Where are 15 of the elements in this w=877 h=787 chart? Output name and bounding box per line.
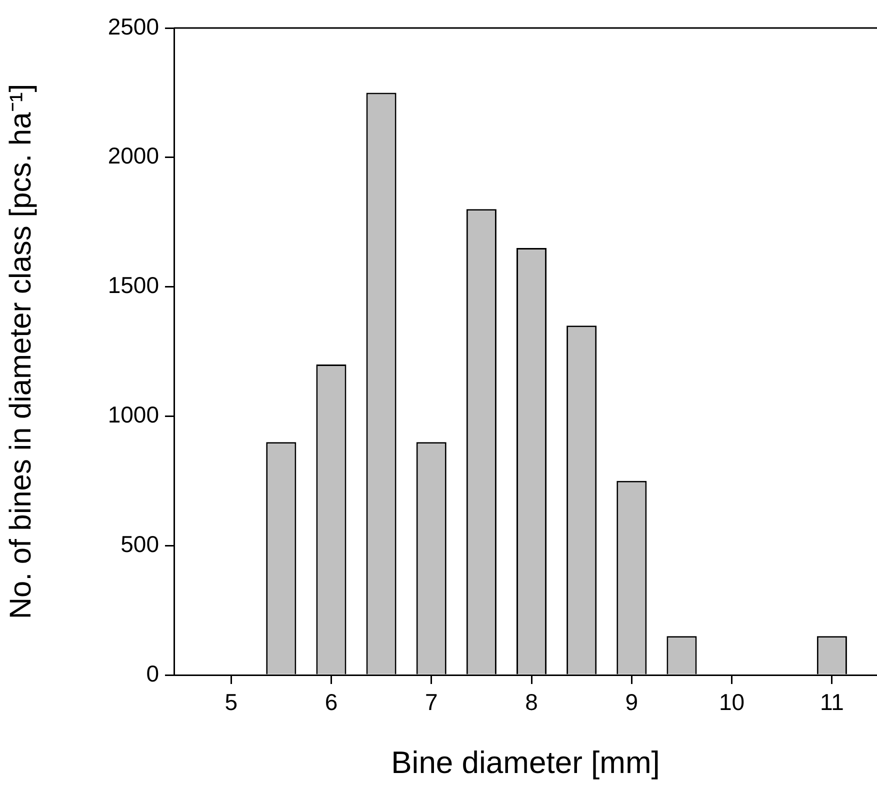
y-axis-title: No. of bines in diameter class [pcs. ha⁻¹] — [4, 84, 38, 620]
y-tick-label: 2500 — [108, 13, 159, 40]
x-tick-label: 8 — [525, 689, 538, 716]
x-tick-label: 7 — [424, 689, 438, 716]
y-tick-label: 500 — [120, 530, 159, 557]
x-tick-label: 6 — [324, 689, 338, 716]
y-tick-label: 0 — [146, 660, 159, 686]
x-tick-label: 9 — [625, 689, 638, 716]
y-tick-label: 1000 — [108, 402, 159, 428]
y-tick-label: 2000 — [108, 142, 159, 169]
x-axis-title: Bine diameter [mm] — [391, 744, 660, 780]
x-tick-label: 5 — [224, 689, 238, 716]
x-tick-label: 10 — [718, 689, 745, 716]
x-tick-label: 11 — [820, 689, 844, 716]
y-tick-label: 1500 — [108, 272, 159, 298]
